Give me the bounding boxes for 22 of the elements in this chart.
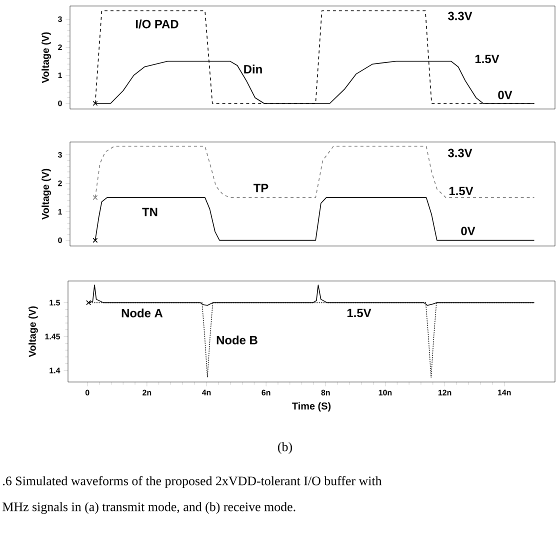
annotation: 3.3V (448, 12, 472, 20)
annotation: Din (244, 64, 262, 74)
x-axis-title: Time (S) (292, 402, 331, 412)
annotation: TP (254, 184, 268, 192)
y-axis-title: Voltage (V) (28, 306, 38, 358)
annotation: 1.5V (347, 308, 372, 318)
text: (b) (278, 442, 292, 454)
annotation: I/O PAD (136, 20, 178, 28)
annotation: TN (142, 208, 158, 216)
annotation: 1.5V (449, 186, 474, 196)
annotation: 3.3V (448, 148, 472, 158)
line-series (94, 146, 535, 198)
text: .6 Simulated waveforms of the proposed 2xVDD-tolerant I/O buffer with (3, 476, 382, 488)
y-axis-title: Voltage (V) (42, 168, 51, 220)
line-series (94, 197, 535, 241)
text: MHz signals in (a) transmit mode, and (b) receive mode. (2, 502, 296, 514)
annotation: Node B (216, 336, 258, 344)
y-axis-title: Voltage (V) (42, 32, 51, 84)
annotation: Node A (122, 308, 163, 318)
annotation: 1.5V (475, 54, 500, 64)
annotation: 0V (498, 90, 512, 100)
annotation: 0V (461, 226, 476, 236)
